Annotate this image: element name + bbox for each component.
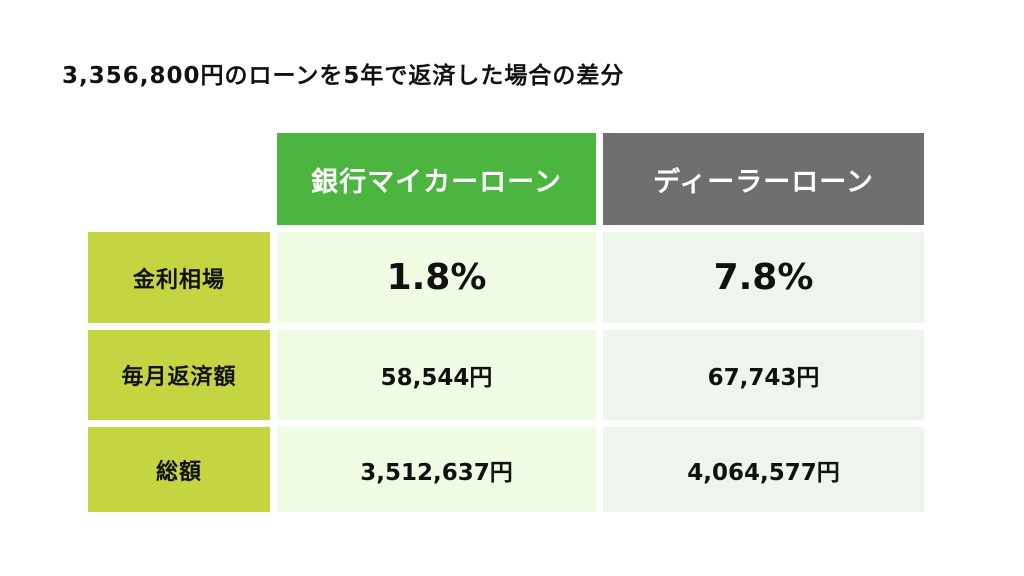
bank-monthly-payment: 58,544円: [277, 330, 596, 420]
dealer-monthly-payment: 67,743円: [603, 330, 924, 420]
column-header-dealer-loan: ディーラーローン: [603, 133, 924, 225]
row-label-total-amount: 総額: [88, 427, 270, 512]
bank-interest-rate: 1.8%: [277, 232, 596, 323]
dealer-interest-rate: 7.8%: [603, 232, 924, 323]
page-title: 3,356,800円のローンを5年で返済した場合の差分: [62, 63, 625, 89]
row-label-monthly-payment: 毎月返済額: [88, 330, 270, 420]
dealer-total-amount: 4,064,577円: [603, 427, 924, 512]
bank-total-amount: 3,512,637円: [277, 427, 596, 512]
column-header-bank-loan: 銀行マイカーローン: [277, 133, 596, 225]
row-label-interest-rate: 金利相場: [88, 232, 270, 323]
